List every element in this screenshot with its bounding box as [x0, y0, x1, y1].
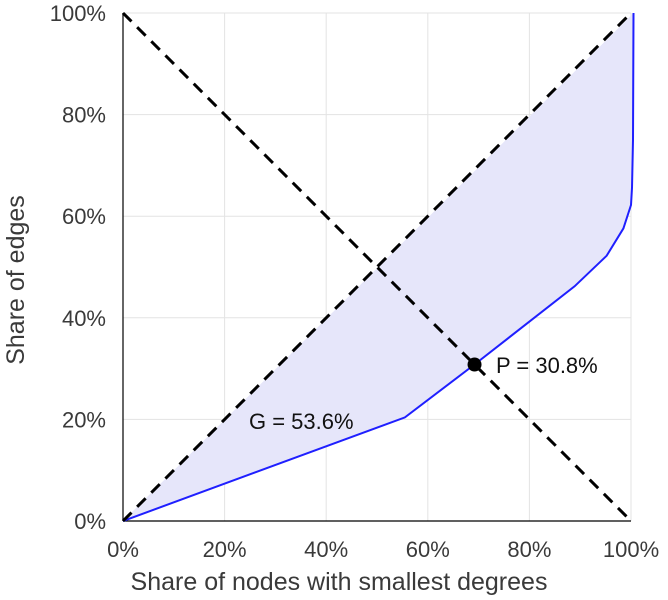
x-tick-label: 60% [406, 537, 450, 562]
x-tick-label: 0% [107, 537, 139, 562]
y-tick-label: 20% [62, 407, 106, 432]
x-tick-label: 100% [603, 537, 659, 562]
tick-labels: 0% 20% 40% 60% 80% 100% 0% 20% 40% 60% 80% 100% [50, 1, 659, 562]
x-tick-label: 80% [507, 537, 551, 562]
data-points [467, 357, 482, 372]
y-tick-label: 80% [62, 103, 106, 128]
y-tick-label: 100% [50, 1, 106, 26]
point-p-marker [467, 357, 482, 372]
y-tick-label: 60% [62, 204, 106, 229]
lorenz-curve [122, 12, 635, 522]
x-tick-label: 20% [203, 537, 247, 562]
x-tick-label: 40% [304, 537, 348, 562]
y-tick-label: 0% [74, 509, 106, 534]
series-lines [121, 11, 635, 523]
axes [122, 13, 631, 522]
y-axis-label: Share of edges [2, 195, 30, 365]
y-tick-label: 40% [62, 306, 106, 331]
point-annotation: P = 30.8% [496, 353, 598, 378]
gini-annotation: G = 53.6% [249, 409, 354, 434]
x-axis-label: Share of nodes with smallest degrees [131, 568, 548, 596]
